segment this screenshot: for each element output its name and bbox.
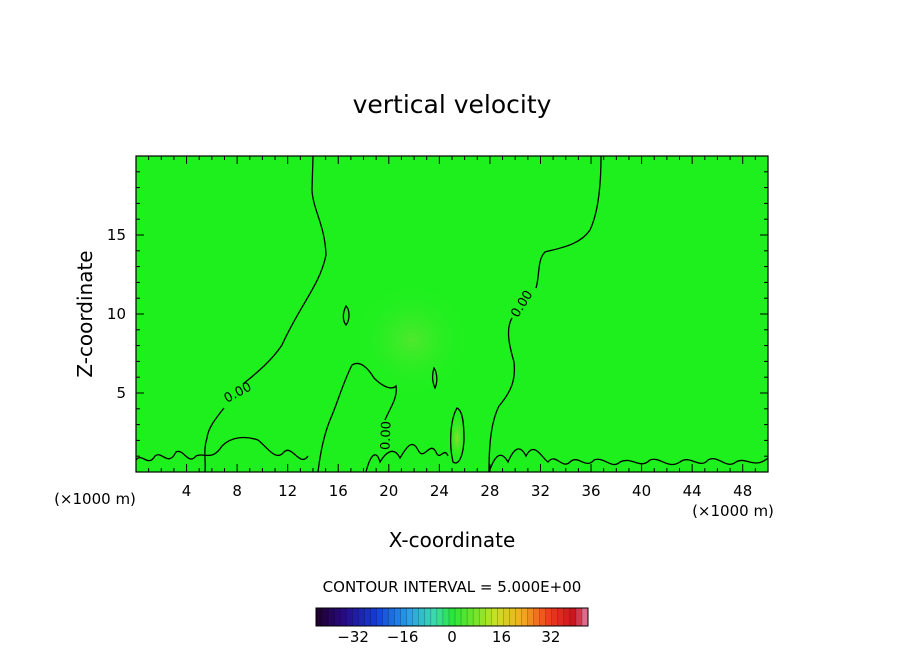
colorbar-tick-label: −16 bbox=[387, 628, 419, 646]
colorbar-swatch bbox=[534, 608, 540, 626]
colorbar-swatch bbox=[358, 608, 364, 626]
colorbar-swatch bbox=[437, 608, 443, 626]
colorbar-swatch bbox=[334, 608, 340, 626]
colorbar-swatch bbox=[509, 608, 515, 626]
y-tick-label: 5 bbox=[116, 384, 126, 402]
colorbar-swatch bbox=[497, 608, 503, 626]
colorbar-swatch bbox=[340, 608, 346, 626]
colorbar-swatch bbox=[364, 608, 370, 626]
colorbar-swatch bbox=[528, 608, 534, 626]
colorbar-swatch bbox=[407, 608, 413, 626]
updraft-region bbox=[352, 282, 472, 398]
contour-label: 0.00 bbox=[379, 421, 395, 450]
colorbar-swatch bbox=[522, 608, 528, 626]
chart-title: vertical velocity bbox=[353, 90, 552, 119]
colorbar-swatch bbox=[479, 608, 485, 626]
colorbar-swatch bbox=[346, 608, 352, 626]
x-tick-label: 4 bbox=[182, 482, 192, 500]
x-tick-label: 8 bbox=[232, 482, 242, 500]
x-tick-label: 20 bbox=[379, 482, 398, 500]
colorbar-swatch bbox=[515, 608, 521, 626]
colorbar-swatch bbox=[419, 608, 425, 626]
colorbar-swatch bbox=[576, 608, 582, 626]
colorbar-swatch bbox=[552, 608, 558, 626]
y-axis-label: Z-coordinate bbox=[73, 250, 97, 377]
x-axis-unit-left: (×1000 m) bbox=[54, 490, 136, 508]
colorbar-swatch bbox=[570, 608, 576, 626]
colorbar-swatch bbox=[564, 608, 570, 626]
x-tick-label: 28 bbox=[480, 482, 499, 500]
x-tick-label: 12 bbox=[278, 482, 297, 500]
colorbar-swatch bbox=[431, 608, 437, 626]
colorbar-swatch bbox=[413, 608, 419, 626]
colorbar-swatch bbox=[401, 608, 407, 626]
colorbar-swatch bbox=[540, 608, 546, 626]
colorbar-swatch bbox=[503, 608, 509, 626]
x-tick-label: 32 bbox=[531, 482, 550, 500]
x-tick-label: 40 bbox=[632, 482, 651, 500]
colorbar-swatch bbox=[425, 608, 431, 626]
colorbar-swatch bbox=[395, 608, 401, 626]
y-tick-label: 10 bbox=[107, 305, 126, 323]
x-tick-label: 36 bbox=[581, 482, 600, 500]
colorbar-swatch bbox=[449, 608, 455, 626]
colorbar-swatch bbox=[582, 608, 588, 626]
colorbar-swatch bbox=[485, 608, 491, 626]
colorbar-tick-label: −32 bbox=[337, 628, 369, 646]
colorbar-swatch bbox=[546, 608, 552, 626]
x-axis-label: X-coordinate bbox=[389, 528, 516, 552]
colorbar-swatch bbox=[491, 608, 497, 626]
colorbar-swatch bbox=[382, 608, 388, 626]
colorbar-tick-label: 16 bbox=[492, 628, 511, 646]
colorbar-swatch bbox=[316, 608, 322, 626]
colorbar-swatch bbox=[443, 608, 449, 626]
x-tick-label: 16 bbox=[329, 482, 348, 500]
colorbar: −32 −16 0 16 32 bbox=[316, 608, 588, 646]
colorbar-swatch bbox=[370, 608, 376, 626]
colorbar-swatch bbox=[473, 608, 479, 626]
colorbar-swatch bbox=[322, 608, 328, 626]
colorbar-swatch bbox=[461, 608, 467, 626]
x-axis-unit-right: (×1000 m) bbox=[692, 502, 774, 520]
y-tick-label: 15 bbox=[107, 226, 126, 244]
colorbar-swatch bbox=[455, 608, 461, 626]
contour-interval-label: CONTOUR INTERVAL = 5.000E+00 bbox=[323, 578, 582, 596]
colorbar-swatch bbox=[467, 608, 473, 626]
x-tick-label: 24 bbox=[430, 482, 449, 500]
x-tick-label: 48 bbox=[733, 482, 752, 500]
colorbar-swatch bbox=[389, 608, 395, 626]
colorbar-tick-label: 0 bbox=[447, 628, 457, 646]
colorbar-swatch bbox=[376, 608, 382, 626]
colorbar-swatch bbox=[558, 608, 564, 626]
colorbar-swatch bbox=[328, 608, 334, 626]
colorbar-swatch bbox=[352, 608, 358, 626]
colorbar-tick-label: 32 bbox=[541, 628, 560, 646]
x-tick-label: 44 bbox=[683, 482, 702, 500]
